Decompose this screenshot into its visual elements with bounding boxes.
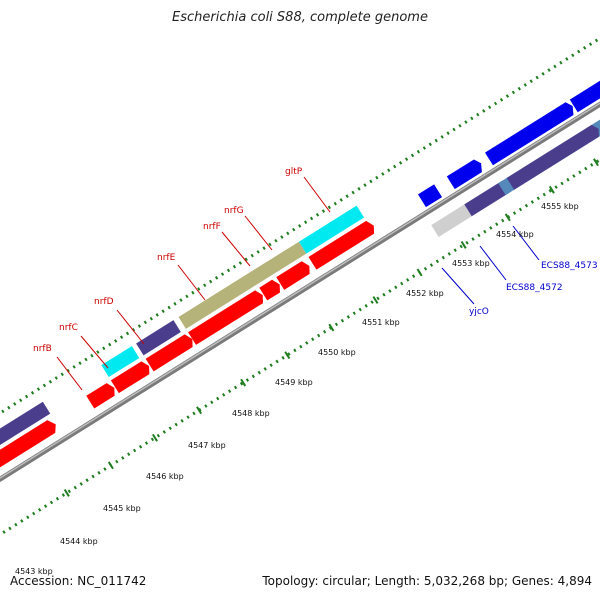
gene-label-gltP: gltP	[285, 167, 303, 177]
tick-label-4543: 4543 kbp	[15, 567, 53, 576]
gene-blue-2	[446, 159, 482, 190]
gene-red-7	[276, 261, 310, 290]
gene-label-nrfD: nrfD	[94, 297, 114, 307]
map-title: Escherichia coli S88, complete genome	[172, 10, 428, 25]
tick-mark	[504, 213, 511, 222]
leader-ECS88_4572	[479, 245, 507, 281]
tick-marks	[63, 158, 599, 497]
gene-label-nrfG: nrfG	[224, 206, 244, 216]
tick-mark	[63, 488, 70, 497]
upper-gene-leaders	[56, 176, 331, 391]
genome-backbone-highlight	[0, 38, 600, 549]
tick-label-4544: 4544 kbp	[60, 537, 98, 546]
leader-yjcO	[441, 267, 475, 305]
gene-red-3	[110, 361, 150, 394]
tick-mark	[328, 323, 335, 332]
gene-gray-1	[431, 204, 472, 237]
gene-red-4	[145, 334, 193, 372]
leader-nrfB	[56, 356, 83, 391]
tick-mark	[460, 240, 467, 249]
gene-navy-3	[464, 180, 510, 217]
tick-mark	[107, 461, 114, 470]
lower-gene-leaders	[441, 225, 540, 305]
genome-backbone	[0, 37, 600, 551]
gene-label-ECS88_4573: ECS88_4573	[541, 261, 598, 271]
tick-mark	[240, 378, 247, 387]
gene-navy-4	[506, 124, 599, 190]
tick-label-4553: 4553 kbp	[452, 259, 490, 268]
lower-dotted-track	[0, 78, 600, 590]
tick-label-4548: 4548 kbp	[232, 409, 270, 418]
gene-label-nrfE: nrfE	[157, 253, 176, 263]
leader-nrfD	[116, 309, 145, 345]
gene-navy-1	[0, 401, 51, 453]
gene-olive-1	[178, 241, 307, 329]
gene-label-ECS88_4572: ECS88_4572	[506, 283, 563, 293]
gene-red-1	[0, 420, 56, 469]
tick-mark	[548, 185, 555, 194]
tick-mark	[152, 433, 158, 442]
leader-nrfG	[244, 215, 273, 251]
lower-gene-labels: yjcO ECS88_4572 ECS88_4573	[469, 261, 598, 317]
tick-mark	[592, 158, 599, 167]
tick-mark	[196, 406, 203, 415]
leader-nrfC	[80, 335, 109, 369]
gene-red-5	[188, 290, 264, 345]
tick-label-4550: 4550 kbp	[318, 348, 356, 357]
tick-label-4554: 4554 kbp	[496, 230, 534, 239]
gene-blue-3	[484, 128, 532, 166]
tick-mark	[284, 351, 291, 360]
leader-gltP	[303, 176, 331, 213]
gene-blue-1	[417, 184, 443, 208]
leader-nrfE	[177, 264, 206, 301]
tick-label-4549: 4549 kbp	[275, 378, 313, 387]
gene-red-2	[86, 383, 115, 409]
gene-label-nrfC: nrfC	[59, 323, 78, 333]
upper-dotted-track	[0, 0, 600, 503]
tick-label-4551: 4551 kbp	[362, 318, 400, 327]
gene-label-yjcO: yjcO	[469, 307, 489, 317]
gene-red-8	[308, 220, 375, 270]
leader-nrfF	[221, 231, 251, 267]
tick-mark	[372, 296, 379, 304]
gene-blue-5	[569, 65, 600, 113]
gene-navy-2	[136, 320, 181, 356]
tick-label-4552: 4552 kbp	[406, 289, 444, 298]
leader-ECS88_4573	[512, 225, 540, 261]
tick-mark	[416, 268, 423, 277]
genome-summary-text: Topology: circular; Length: 5,032,268 bp…	[262, 574, 592, 588]
gene-blue-4	[523, 102, 574, 142]
upper-gene-labels: nrfB nrfC nrfD nrfE nrfF nrfG gltP	[33, 167, 303, 354]
gene-label-nrfF: nrfF	[203, 222, 221, 232]
accession-text: Accession: NC_011742	[10, 574, 147, 588]
tick-label-4545: 4545 kbp	[103, 504, 141, 513]
gene-cyan-1	[101, 346, 140, 378]
tick-label-4546: 4546 kbp	[146, 472, 184, 481]
tick-label-4555: 4555 kbp	[541, 202, 579, 211]
tick-label-4547: 4547 kbp	[188, 441, 226, 450]
gene-label-nrfB: nrfB	[33, 344, 52, 354]
gene-cyan-2	[298, 205, 365, 254]
gene-red-6	[259, 279, 280, 301]
tick-labels: 4543 kbp 4544 kbp 4545 kbp 4546 kbp 4547…	[15, 202, 579, 576]
